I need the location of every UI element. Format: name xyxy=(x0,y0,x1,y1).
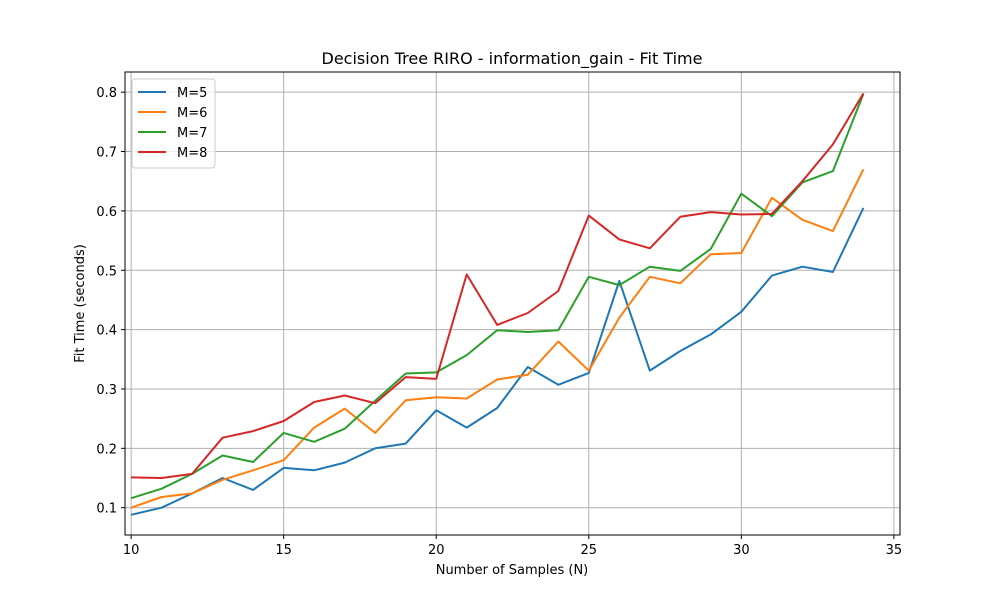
x-tick-label: 20 xyxy=(428,543,445,558)
y-axis-ticks: 0.1 0.2 0.3 0.4 0.5 0.6 0.7 0.8 xyxy=(96,86,125,517)
x-tick-label: 30 xyxy=(733,543,750,558)
x-tick-label: 35 xyxy=(886,543,903,558)
x-axis-label: Number of Samples (N) xyxy=(436,563,589,578)
series-line-m5 xyxy=(130,207,865,516)
grid-lines xyxy=(125,72,900,535)
legend-label: M=5 xyxy=(177,86,207,101)
y-tick-label: 0.3 xyxy=(96,383,117,398)
x-tick-label: 25 xyxy=(581,543,598,558)
legend-label: M=7 xyxy=(177,126,207,141)
legend-label: M=8 xyxy=(177,146,207,161)
series-line-m7 xyxy=(130,93,865,500)
series-group xyxy=(130,92,865,516)
x-tick-label: 10 xyxy=(123,543,140,558)
y-tick-label: 0.6 xyxy=(96,205,117,220)
y-tick-label: 0.4 xyxy=(96,324,117,339)
legend-box xyxy=(131,78,216,169)
y-tick-label: 0.1 xyxy=(96,502,117,517)
y-tick-label: 0.5 xyxy=(96,264,117,279)
y-tick-label: 0.8 xyxy=(96,86,117,101)
x-tick-label: 15 xyxy=(275,543,292,558)
legend-label: M=6 xyxy=(177,106,207,121)
x-axis-ticks: 10 15 20 25 30 35 xyxy=(123,535,902,558)
y-axis-label: Fit Time (seconds) xyxy=(73,244,88,363)
chart-title: Decision Tree RIRO - information_gain - … xyxy=(322,49,703,69)
y-tick-label: 0.2 xyxy=(96,442,117,457)
legend: M=5 M=6 M=7 M=8 xyxy=(131,78,216,169)
series-line-m6 xyxy=(130,168,865,509)
plot-frame xyxy=(124,71,901,536)
series-line-m8 xyxy=(131,92,865,479)
y-tick-label: 0.7 xyxy=(96,146,117,161)
